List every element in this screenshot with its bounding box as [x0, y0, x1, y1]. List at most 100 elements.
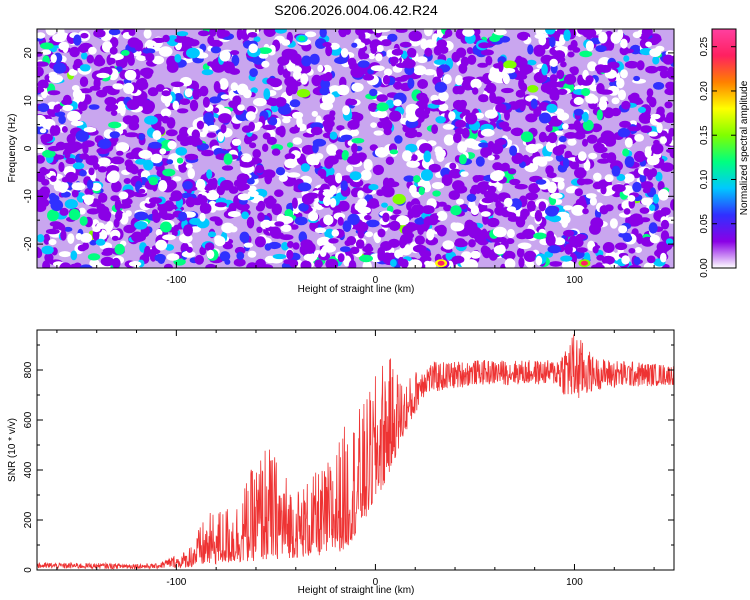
snr-x-tick-label: -100 — [166, 577, 186, 588]
heatmap-cell — [406, 201, 413, 211]
heatmap-cell — [40, 42, 54, 50]
heatmap-cell — [507, 168, 517, 175]
heatmap-cell — [127, 55, 135, 66]
heatmap-cell — [402, 150, 413, 162]
heatmap-y-tick-label: 0 — [23, 145, 34, 151]
snr-y-tick-label: 600 — [23, 411, 34, 428]
heatmap-cell — [291, 197, 298, 209]
heatmap-cell — [279, 215, 294, 225]
heatmap-cell — [77, 244, 87, 252]
heatmap-cell — [301, 144, 316, 155]
heatmap-cell — [71, 182, 86, 191]
heatmap-cell — [206, 169, 213, 179]
heatmap-cell — [630, 213, 643, 222]
heatmap-cell — [420, 169, 433, 181]
heatmap-cell — [424, 107, 431, 115]
heatmap-cell — [162, 168, 176, 177]
heatmap-cell — [565, 187, 577, 194]
heatmap-cell — [152, 55, 165, 65]
heatmap-cell — [597, 158, 610, 164]
heatmap-cell — [653, 82, 665, 90]
heatmap-cell — [407, 77, 415, 89]
heatmap-cell — [518, 78, 525, 90]
heatmap-cell — [649, 48, 662, 57]
heatmap-cell — [636, 60, 645, 71]
heatmap-cell — [368, 198, 379, 209]
heatmap-cell — [136, 55, 147, 62]
heatmap-cell — [520, 131, 534, 143]
heatmap-x-tick-label: 100 — [566, 275, 583, 286]
heatmap-cell — [284, 158, 297, 169]
heatmap-cell — [364, 214, 372, 221]
heatmap-cell — [110, 110, 118, 116]
heatmap-cell — [434, 81, 448, 93]
heatmap-cell — [487, 185, 497, 194]
heatmap-cell — [102, 41, 113, 53]
heatmap-cell — [452, 85, 461, 95]
heatmap-cell — [247, 250, 257, 258]
heatmap-cell — [459, 204, 468, 210]
heatmap-cell — [573, 108, 584, 116]
heatmap-cell — [598, 31, 608, 44]
heatmap-cell — [335, 172, 343, 184]
heatmap-cell — [667, 66, 674, 79]
heatmap-cell — [547, 132, 558, 144]
heatmap-cell — [526, 59, 537, 66]
heatmap-cell — [553, 50, 566, 61]
heatmap-cell — [40, 133, 53, 143]
heatmap-cell — [563, 205, 573, 211]
heatmap-cell — [85, 155, 99, 166]
heatmap-cell — [348, 98, 358, 106]
heatmap-cell — [349, 171, 362, 181]
heatmap-cell — [669, 148, 674, 159]
heatmap-cell — [241, 211, 249, 220]
heatmap-cell — [53, 104, 61, 113]
heatmap-cell — [115, 142, 130, 153]
heatmap-cell — [48, 71, 58, 79]
heatmap-cell — [264, 172, 273, 185]
colorbar-label: Normalized spectral amplitude — [739, 80, 750, 215]
heatmap-cell — [638, 106, 646, 113]
heatmap-cell — [219, 251, 231, 262]
heatmap-cell — [645, 65, 659, 74]
heatmap-cell — [324, 123, 333, 133]
heatmap-cell — [506, 238, 515, 245]
heatmap-cell — [247, 32, 258, 38]
heatmap-cell — [525, 113, 538, 123]
heatmap-cell — [442, 124, 455, 130]
heatmap-cell — [540, 82, 552, 93]
heatmap-cell — [123, 116, 132, 125]
heatmap-cell — [487, 155, 495, 161]
heatmap-cell — [213, 81, 221, 93]
heatmap-cell — [192, 88, 201, 100]
heatmap-cell — [237, 104, 245, 111]
heatmap-cell — [646, 255, 656, 264]
heatmap-cell — [568, 235, 579, 246]
heatmap-cell — [79, 264, 93, 268]
heatmap-cell — [488, 71, 501, 82]
heatmap-cell — [205, 263, 217, 268]
colorbar-gradient — [711, 28, 737, 269]
heatmap-cell — [387, 181, 400, 188]
heatmap-cell — [198, 30, 210, 37]
heatmap-cell — [125, 152, 138, 160]
heatmap-cell — [538, 131, 548, 143]
heatmap-cell — [408, 208, 417, 217]
heatmap-cell — [554, 130, 564, 136]
heatmap-cell — [587, 61, 597, 72]
heatmap-cell — [455, 75, 463, 86]
heatmap-cell — [425, 261, 436, 268]
heatmap-cell — [157, 204, 170, 212]
heatmap-cell — [448, 168, 462, 179]
heatmap-cell — [549, 74, 558, 83]
heatmap-cell — [574, 167, 587, 179]
chart-title: S206.2026.004.06.42.R24 — [274, 2, 438, 18]
heatmap-cell — [372, 164, 384, 176]
heatmap-cell — [562, 157, 570, 169]
heatmap-cell — [322, 64, 332, 75]
heatmap-cell — [113, 218, 120, 228]
heatmap-cell — [286, 142, 294, 148]
heatmap-cell — [342, 105, 350, 116]
heatmap-cell — [289, 259, 299, 268]
heatmap-cell — [458, 154, 467, 165]
